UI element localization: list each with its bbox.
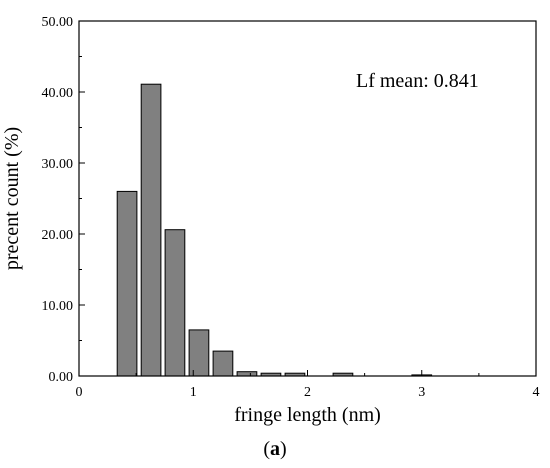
y-axis-label: precent count (%) [1, 127, 23, 270]
caption-close-paren: ) [280, 438, 287, 460]
y-tick-label: 10.00 [42, 299, 74, 314]
x-tick-label: 4 [533, 385, 540, 400]
bars-group [116, 83, 433, 377]
histogram-bar [236, 371, 258, 377]
x-tick-label: 0 [76, 385, 83, 400]
figure-caption: (a) [0, 438, 550, 461]
lf-mean-annotation: Lf mean: 0.841 [356, 70, 479, 92]
x-tick-label: 1 [190, 385, 197, 400]
y-tick-label: 40.00 [42, 86, 74, 101]
y-tick-label: 30.00 [42, 157, 74, 172]
y-tick-label: 20.00 [42, 228, 74, 243]
y-tick-label: 0.00 [49, 370, 74, 385]
histogram-bar [188, 329, 210, 377]
y-tick-label: 50.00 [42, 15, 74, 30]
caption-open-paren: ( [263, 438, 270, 460]
histogram-bar [140, 83, 162, 377]
histogram-bar [116, 190, 138, 377]
x-tick-label: 3 [418, 385, 425, 400]
x-axis-label: fringe length (nm) [234, 404, 381, 426]
histogram-bar [212, 350, 234, 377]
histogram-bar [164, 229, 186, 377]
x-tick-label: 2 [304, 385, 311, 400]
caption-letter: a [270, 438, 280, 460]
